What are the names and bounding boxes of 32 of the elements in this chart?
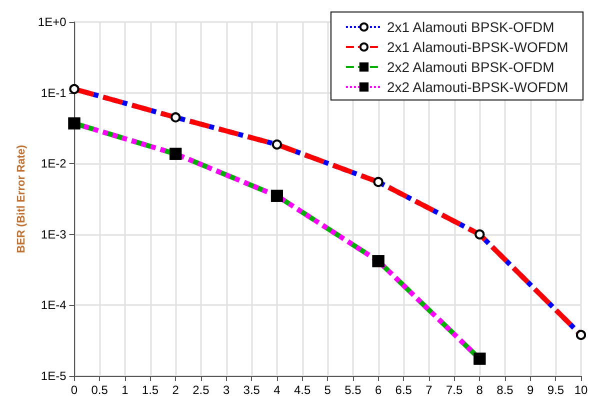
- legend-label: 2x2 Alamouti BPSK-OFDM: [386, 59, 554, 75]
- x-tick-label: 6: [374, 383, 382, 397]
- x-tick-label: 8: [476, 383, 484, 397]
- x-tick-label: 2.5: [192, 383, 210, 397]
- x-tick-label: 2: [172, 383, 180, 397]
- x-tick-label: 4.5: [294, 383, 311, 397]
- x-tick-label: 6.5: [395, 383, 412, 397]
- x-tick-label: 9: [526, 383, 534, 397]
- x-tick-label: 5: [324, 383, 332, 397]
- x-tick-label: 7.5: [446, 383, 463, 397]
- x-tick-label: 1.5: [142, 383, 159, 397]
- x-tick-label: 0: [70, 383, 78, 397]
- x-tick-label: 4: [274, 383, 281, 397]
- x-tick-label: 3.5: [243, 383, 260, 397]
- x-tick-label: 7: [426, 383, 433, 397]
- y-tick-label: 1E-1: [40, 86, 67, 100]
- x-tick-label: 9.5: [547, 383, 564, 397]
- y-tick-label: 1E-4: [40, 298, 67, 312]
- x-tick-label: 5.5: [344, 383, 362, 397]
- x-tick-label: 0.5: [91, 383, 108, 397]
- y-tick-label: 1E-3: [40, 227, 67, 242]
- legend-label: 2x1 Alamouti-BPSK-WOFDM: [386, 39, 568, 55]
- x-tick-label: 3: [222, 383, 230, 397]
- legend-label: 2x2 Alamouti-BPSK-WOFDM: [386, 79, 568, 95]
- y-axis-title: BER (Bitl Error Rate): [16, 144, 28, 254]
- x-tick-label: 8.5: [496, 383, 514, 397]
- legend-label: 2x1 Alamouti BPSK-OFDM: [386, 19, 554, 35]
- y-tick-label: 1E+0: [38, 15, 67, 29]
- x-tick-label: 10: [574, 383, 588, 397]
- x-tick-label: 1: [122, 383, 129, 397]
- y-tick-label: 1E-5: [40, 369, 67, 383]
- y-tick-label: 1E-2: [40, 156, 67, 171]
